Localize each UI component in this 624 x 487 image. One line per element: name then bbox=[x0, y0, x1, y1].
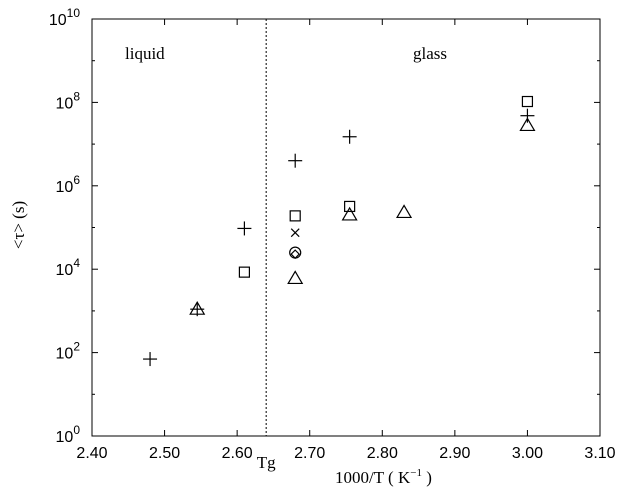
point-plus bbox=[288, 153, 303, 168]
liquid-label: liquid bbox=[125, 44, 165, 63]
glass-label: glass bbox=[413, 44, 447, 63]
point-square bbox=[344, 200, 356, 213]
tg-label: Tg bbox=[257, 453, 276, 472]
y-tick-label: 108 bbox=[56, 89, 81, 112]
point-triangle bbox=[341, 206, 358, 221]
point-cross bbox=[290, 228, 300, 238]
y-tick-label: 106 bbox=[56, 173, 81, 196]
y-tick-label: 102 bbox=[56, 340, 81, 363]
point-diamond bbox=[290, 249, 301, 259]
point-plus bbox=[143, 352, 158, 367]
point-triangle bbox=[189, 300, 206, 315]
x-tick-label: 2.50 bbox=[149, 445, 180, 462]
point-square bbox=[238, 266, 250, 278]
y-tick-label: 100 bbox=[56, 423, 81, 446]
point-square bbox=[521, 95, 534, 108]
point-circle bbox=[289, 246, 302, 259]
point-square bbox=[289, 210, 301, 222]
plot-frame bbox=[91, 18, 601, 437]
point-plus bbox=[520, 108, 535, 123]
point-triangle bbox=[519, 117, 536, 132]
x-tick-label: 2.60 bbox=[222, 445, 253, 462]
y-tick-label: 1010 bbox=[49, 6, 80, 29]
point-plus bbox=[237, 221, 252, 236]
x-tick-label: 2.90 bbox=[439, 445, 470, 462]
point-plus bbox=[342, 129, 357, 144]
x-tick-label: 3.10 bbox=[584, 445, 615, 462]
x-tick-label: 2.40 bbox=[76, 445, 107, 462]
x-tick-label: 3.00 bbox=[512, 445, 543, 462]
y-tick-label: 104 bbox=[56, 256, 81, 279]
point-triangle bbox=[287, 270, 304, 285]
x-tick-label: 2.80 bbox=[367, 445, 398, 462]
point-triangle bbox=[396, 204, 413, 219]
x-tick-label: 2.70 bbox=[294, 445, 325, 462]
y-axis-label: <τ> (s) bbox=[9, 201, 28, 249]
x-axis-label: 1000/T ( K−1 ) bbox=[335, 467, 432, 487]
